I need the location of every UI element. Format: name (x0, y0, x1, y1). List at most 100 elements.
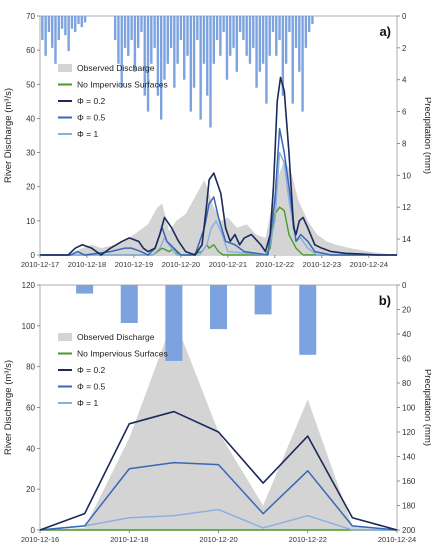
precipitation-bar (120, 16, 123, 88)
precipitation-bar (219, 16, 222, 56)
precipitation-bar (189, 16, 192, 112)
precipitation-bar (288, 16, 291, 32)
y-tick-label: 10 (26, 217, 35, 226)
panel-label: a) (379, 24, 391, 39)
precipitation-bar (44, 16, 47, 56)
precipitation-bar (74, 16, 77, 32)
legend-label-phi-0-5: Φ = 0.5 (77, 113, 106, 123)
precipitation-bar (210, 285, 227, 330)
precipitation-bar (294, 16, 298, 48)
precipitation-bar (41, 16, 44, 40)
precipitation-bar (130, 16, 133, 40)
y2-tick-label: 14 (402, 235, 411, 244)
precipitation-bar (301, 16, 304, 112)
precipitation-bar (215, 16, 219, 40)
precipitation-bar (165, 285, 183, 361)
precipitation-bar (57, 16, 60, 40)
y-tick-label: 20 (26, 485, 35, 494)
precipitation-bar (307, 16, 311, 32)
x-tick-label: 2010-12-24 (350, 260, 388, 269)
precipitation-bar (136, 16, 140, 48)
y2-axis-label: Precipitation (mm) (422, 97, 431, 174)
legend-label-phi-0-2: Φ = 0.2 (77, 365, 106, 375)
y2-tick-label: 140 (402, 453, 416, 462)
x-tick-label: 2010-12-20 (162, 260, 200, 269)
precipitation-bar (117, 16, 120, 64)
precipitation-bar (291, 16, 294, 104)
y2-tick-label: 0 (402, 12, 407, 21)
legend-label-phi-1: Φ = 1 (77, 398, 98, 408)
y-tick-label: 40 (26, 444, 35, 453)
precipitation-bar (255, 16, 258, 88)
series-line-no-impervious-surfaces (40, 206, 397, 256)
precipitation-bar (298, 16, 301, 72)
precipitation-bar (258, 16, 262, 72)
y-tick-label: 100 (22, 322, 36, 331)
legend: Observed Discharge No Impervious Surfaces… (58, 332, 168, 408)
precipitation-bar (229, 16, 232, 56)
precipitation-bar (156, 16, 160, 96)
precipitation-bar (123, 16, 127, 48)
panel-b: 0 20 40 60 80 100 120 0 20 40 60 80 100 120 140 160 180 2… (3, 281, 431, 544)
precipitation-bar (252, 16, 255, 48)
legend-swatch-observed-discharge (58, 64, 72, 72)
observed-discharge-area (40, 317, 397, 530)
x-tick-label: 2010-12-22 (289, 535, 327, 544)
precipitation-bar (268, 16, 271, 56)
x-tick-label: 2010-12-22 (256, 260, 294, 269)
precipitation-bar (238, 16, 242, 32)
y-tick-label: 120 (22, 281, 36, 290)
precipitation-bar (192, 16, 196, 88)
y-tick-label: 40 (26, 114, 35, 123)
precipitation-bar (120, 285, 138, 323)
precipitation-bar (261, 16, 265, 64)
x-tick-label: 2010-12-19 (115, 260, 153, 269)
x-tick-label: 2010-12-23 (303, 260, 341, 269)
y2-tick-label: 6 (402, 108, 407, 117)
precipitation-bar (67, 16, 70, 52)
legend-label-no-impervious-surfaces: No Impervious Surfaces (77, 349, 168, 359)
precipitation-bar (143, 16, 146, 96)
precipitation-bar (173, 16, 176, 88)
precipitation-bar (248, 16, 252, 64)
precipitation-bar (127, 16, 130, 56)
precipitation-bar (166, 16, 169, 64)
y2-tick-label: 80 (402, 379, 411, 388)
panel-a: 0 10 20 30 40 50 60 70 0 2 4 6 8 10 12 14 2010-12-17 2010… (3, 12, 431, 269)
precipitation-bar (133, 16, 137, 72)
precipitation-bar (254, 285, 272, 315)
series-line-phi-0-2 (39, 410, 398, 531)
precipitation-bar (281, 16, 285, 96)
precipitation-bar (199, 16, 202, 120)
y2-tick-label: 100 (402, 404, 416, 413)
precipitation-bar (242, 16, 245, 40)
series-line-phi-0-2 (40, 76, 397, 256)
precipitation-bar (169, 16, 173, 48)
precipitation-bar (245, 16, 248, 56)
y-axis-label: River Discharge (m³/s) (3, 88, 14, 183)
precipitation-bar (206, 16, 209, 96)
y2-tick-label: 160 (402, 477, 416, 486)
x-tick-label: 2010-12-18 (68, 260, 106, 269)
y2-tick-label: 12 (402, 203, 411, 212)
precipitation-bar (186, 16, 189, 56)
precipitation-bar (265, 16, 268, 104)
precipitation-bar (70, 16, 74, 29)
y-tick-label: 50 (26, 80, 35, 89)
precipitation-bar (299, 285, 317, 355)
y-tick-label: 60 (26, 404, 35, 413)
precipitation-bar (153, 16, 156, 48)
y-axis-label: River Discharge (m³/s) (3, 360, 14, 455)
y2-tick-label: 10 (402, 171, 411, 180)
precipitation-bar (176, 16, 179, 64)
precipitation-bar (284, 16, 288, 64)
x-tick-label: 2010-12-16 (21, 535, 59, 544)
precipitation-bar (271, 16, 275, 32)
legend-label-phi-0-5: Φ = 0.5 (77, 382, 106, 392)
y-tick-label: 30 (26, 149, 35, 158)
y2-tick-label: 4 (402, 76, 407, 85)
precipitation-bar (150, 16, 153, 64)
y2-tick-label: 40 (402, 330, 411, 339)
x-tick-label: 2010-12-24 (378, 535, 416, 544)
